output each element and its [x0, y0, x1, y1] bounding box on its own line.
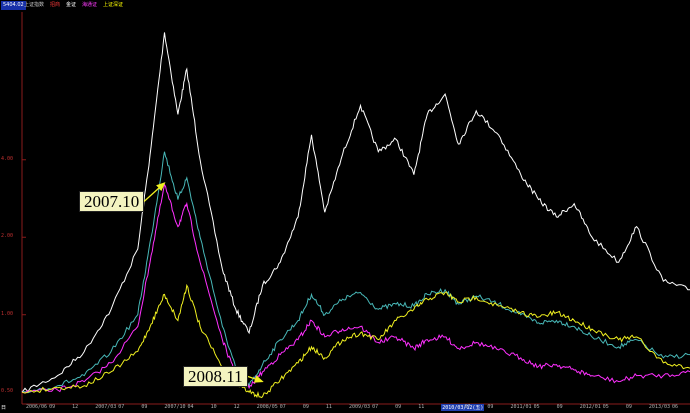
header-item: 上证深证 [103, 2, 124, 8]
x-tick-label: 10 [210, 404, 217, 410]
annotation-arrow [143, 182, 166, 202]
x-tick-label: 07 [279, 404, 286, 410]
x-tick-label: 04 [187, 404, 194, 410]
x-tick-label: 2008/05 [256, 404, 278, 410]
series-line-1 [21, 151, 690, 394]
x-tick-label: 05 [533, 404, 540, 410]
header-item: 招商 [50, 2, 61, 8]
x-tick-label: 11 [325, 404, 332, 410]
x-tick-label: 12 [233, 404, 240, 410]
x-tick-label: 07 [372, 404, 379, 410]
header-item: 上证指数 [24, 2, 45, 8]
x-tick-label: 2007/03 [95, 404, 117, 410]
x-tick-label: 07 [118, 404, 125, 410]
y-tick-label: 1.00 [1, 310, 14, 317]
x-tick-label: 09 [49, 404, 56, 410]
series-line-2 [21, 183, 690, 394]
x-tick-label: 2007/10 [164, 404, 186, 410]
series-line-0 [21, 32, 690, 393]
x-tick-label: 2009/03 [349, 404, 371, 410]
x-tick-label: 09 [395, 404, 402, 410]
x-tick-label: 2010/03/12(五) [441, 404, 485, 411]
x-tick-label: 09 [302, 404, 309, 410]
x-tick-label: 07 [464, 404, 471, 410]
x-tick-label: 2012/01 [579, 404, 601, 410]
x-tick-label: 09 [487, 404, 494, 410]
x-tick-label: 09 [556, 404, 563, 410]
y-tick-label: 2.00 [1, 233, 14, 240]
series-line-3 [21, 283, 690, 399]
annotation-2007-10: 2007.10 [79, 191, 145, 212]
header-item: 海通证 [82, 2, 98, 8]
header-item: 金证 [66, 2, 77, 8]
x-tick-label: 06 [672, 404, 679, 410]
x-tick-label: 2013/03 [648, 404, 670, 410]
x-tick-label: 2011/01 [510, 404, 532, 410]
y-tick-label: 0.50 [1, 388, 14, 395]
annotation-arrow [247, 375, 264, 383]
bottom-axis-corner: 日 [1, 405, 7, 411]
header-value-box: 5404.02 [1, 1, 26, 10]
x-tick-label: 2006/06 [26, 404, 48, 410]
x-tick-label: 09 [625, 404, 632, 410]
x-tick-label: 12 [72, 404, 79, 410]
x-tick-label: 11 [418, 404, 425, 410]
y-tick-label: 4.00 [1, 155, 14, 162]
x-tick-label: 05 [602, 404, 609, 410]
x-tick-label: 09 [141, 404, 148, 410]
annotation-2008-11: 2008.11 [183, 366, 248, 387]
